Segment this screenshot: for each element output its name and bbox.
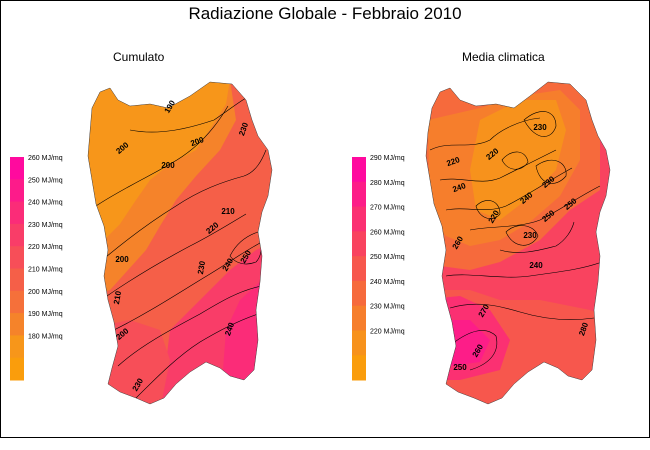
legend-swatch [10, 268, 24, 292]
legend-label: 230 MJ/mq [28, 222, 63, 229]
legend-swatch [352, 181, 366, 208]
legend-swatch [10, 335, 24, 359]
legend-swatch [10, 357, 24, 381]
legend-swatch [352, 256, 366, 282]
contour-label: 200 [115, 255, 129, 264]
legend-swatch [10, 201, 24, 225]
contour-label: 240 [451, 181, 467, 194]
legend-label: 260 MJ/mq [28, 155, 63, 162]
legend-media-climatica: 290 MJ/mq 280 MJ/mq 270 MJ/mq 260 MJ/mq 250 … [352, 155, 405, 381]
legend-swatch [10, 246, 24, 269]
map-media-climatica: 2202302402202302402502202302402502602702… [425, 81, 611, 405]
legend-label: 210 MJ/mq [28, 267, 63, 274]
legend-swatch [352, 355, 366, 381]
legend-swatch [352, 280, 366, 307]
legend-label: 240 MJ/mq [28, 200, 63, 207]
legend-label: 190 MJ/mq [28, 311, 63, 318]
legend-swatch [10, 179, 24, 203]
legend-cumulato: 260 MJ/mq 250 MJ/mq 240 MJ/mq 230 MJ/mq 220 … [10, 155, 63, 381]
legend-swatch [10, 157, 24, 180]
contour-label: 230 [533, 123, 547, 132]
contour-label: 280 [577, 321, 590, 337]
contour-label: 240 [223, 321, 236, 337]
contour-label: 200 [189, 135, 205, 148]
legend-swatch [352, 330, 366, 356]
legend-swatch [10, 313, 24, 336]
legend-label: 280 MJ/mq [370, 180, 405, 187]
legend-label: 250 MJ/mq [370, 254, 405, 261]
contour-label: 210 [112, 290, 123, 305]
legend-label: 200 MJ/mq [28, 289, 63, 296]
contour-label: 230 [196, 260, 207, 275]
legend-label: 230 MJ/mq [370, 304, 405, 311]
contour-label: 200 [161, 161, 175, 170]
legend-label: 250 MJ/mq [28, 177, 63, 184]
panel-title-cumulato: Cumulato [113, 50, 165, 64]
contour-label: 230 [523, 231, 537, 240]
legend-swatch [352, 206, 366, 232]
contour-label: 230 [237, 121, 250, 137]
legend-label: 180 MJ/mq [28, 333, 63, 340]
legend-label: 220 MJ/mq [370, 328, 405, 335]
legend-label: 270 MJ/mq [370, 205, 405, 212]
legend-swatch [352, 305, 366, 331]
legend-label: 220 MJ/mq [28, 244, 63, 251]
contour-label: 210 [221, 207, 235, 216]
legend-swatch [352, 231, 366, 257]
legend-label: 290 MJ/mq [370, 155, 405, 162]
legend-label: 240 MJ/mq [370, 279, 405, 286]
contour-label: 220 [445, 155, 461, 168]
legend-swatch [352, 157, 366, 183]
contour-label: 240 [529, 261, 543, 270]
figure-title: Radiazione Globale - Febbraio 2010 [188, 4, 462, 23]
panel-title-media-climatica: Media climatica [462, 50, 545, 64]
legend-swatch [10, 223, 24, 247]
contour-label: 250 [453, 363, 467, 372]
legend-label: 260 MJ/mq [370, 229, 405, 236]
legend-swatch [10, 290, 24, 314]
